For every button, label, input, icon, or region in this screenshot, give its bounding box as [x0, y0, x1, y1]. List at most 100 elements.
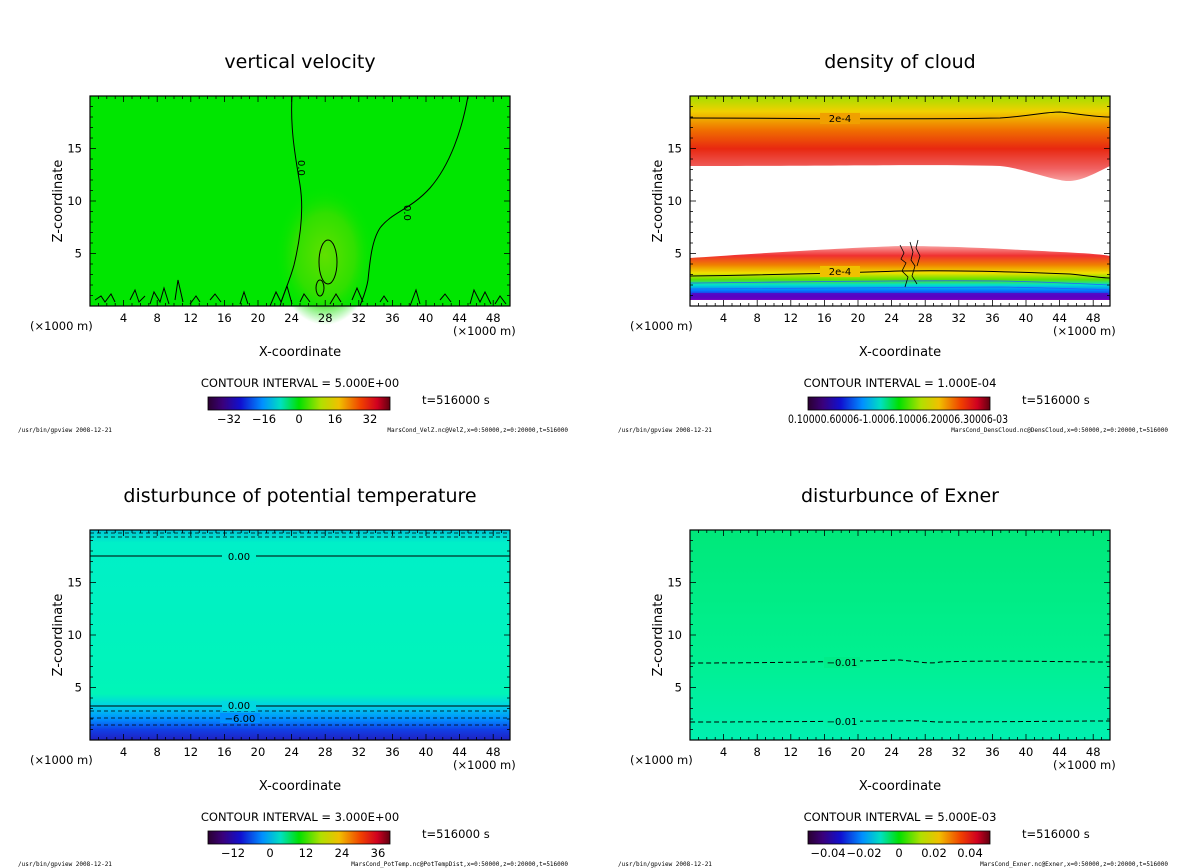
contour-interval: CONTOUR INTERVAL = 5.000E-03 — [804, 810, 997, 824]
y-axis-label: Z-coordinate — [651, 160, 666, 243]
x-unit-left: (×1000 m) — [630, 319, 693, 333]
x-tick-label: 16 — [817, 311, 832, 325]
colorbar-ticks: −0.04 −0.02 0 0.02 0.04 — [810, 846, 982, 860]
contour-label-bg — [824, 657, 860, 668]
field-background — [690, 530, 1110, 740]
colorbar-tick-label: 36 — [371, 846, 386, 860]
contour-label: 0.00 — [228, 552, 250, 563]
y-tick-label: 10 — [67, 628, 82, 642]
contour-dashed-upper — [689, 659, 1111, 664]
field-background — [90, 530, 510, 740]
contour-dashed-lower — [689, 720, 1111, 723]
y-tick-label: 15 — [667, 142, 682, 156]
contour-label-bg — [222, 701, 256, 711]
footer-left: /usr/bin/gpview 2008-12-21 — [18, 861, 112, 868]
x-axis-label: X-coordinate — [859, 345, 941, 360]
colorbar-ticks: −32 −16 0 16 32 — [217, 412, 377, 426]
time-label: t=516000 s — [422, 393, 490, 407]
contour-2e-4-lower — [689, 270, 1111, 279]
x-tick-label: 36 — [985, 745, 1000, 759]
x-tick-label: 24 — [884, 311, 899, 325]
x-tick-label: 12 — [783, 311, 798, 325]
contour-interval: CONTOUR INTERVAL = 1.000E-04 — [804, 376, 997, 390]
cloud-base-band — [692, 293, 1108, 299]
x-tick-label: 8 — [154, 311, 161, 325]
x-unit-left: (×1000 m) — [630, 753, 693, 767]
footer-left: /usr/bin/gpview 2008-12-21 — [618, 427, 712, 434]
x-tick-label: 8 — [754, 311, 761, 325]
contour-label: −0.01 — [827, 717, 858, 728]
time-label: t=516000 s — [1022, 827, 1090, 841]
footer-right: MarsCond_PotTemp.nc@PotTempDist,x=0:5000… — [351, 861, 568, 868]
x-unit-right: (×1000 m) — [1053, 758, 1116, 772]
y-axis-label: Z-coordinate — [51, 594, 66, 677]
x-tick-label: 44 — [452, 311, 467, 325]
colorbar-tick-label: 0.02 — [921, 846, 947, 860]
panel-potential-temperature: disturbunce of potential temperature 0.0… — [18, 485, 568, 868]
colorbar-tick-label: −0.02 — [846, 846, 881, 860]
y-tick-label: 10 — [67, 194, 82, 208]
contour-label-bg — [222, 551, 256, 562]
colorbar-tick-label: 0 — [295, 412, 302, 426]
plot-field: 0.0 0.0 — [89, 95, 511, 325]
x-tick-label: 44 — [452, 745, 467, 759]
plot-field: −0.01 −0.01 — [689, 529, 1111, 741]
x-unit-right: (×1000 m) — [453, 758, 516, 772]
x-tick-label: 32 — [351, 745, 366, 759]
panel-exner: disturbunce of Exner −0.01 −0.01 4 8 12 16 2… — [618, 485, 1168, 868]
contour-turbulence — [899, 239, 921, 288]
updraft-region — [275, 185, 375, 325]
x-tick-label: 36 — [385, 745, 400, 759]
colorbar — [207, 396, 391, 411]
y-tick-label: 10 — [667, 194, 682, 208]
y-tick-label: 15 — [67, 576, 82, 590]
contour-positive-core — [318, 239, 338, 285]
y-tick-label: 5 — [75, 681, 82, 695]
colorbar-tick-label: −0.04 — [810, 846, 845, 860]
contour-inner-lines — [689, 280, 1111, 291]
x-tick-label: 12 — [783, 745, 798, 759]
y-tick-label: 15 — [667, 576, 682, 590]
x-tick-label: 16 — [817, 745, 832, 759]
contour-small-loop — [315, 279, 325, 297]
footer-left: /usr/bin/gpview 2008-12-21 — [618, 861, 712, 868]
x-axis-label: X-coordinate — [259, 779, 341, 794]
footer-right: MarsCond_DensCloud.nc@DensCloud,x=0:5000… — [951, 427, 1168, 434]
colorbar-tick-label: 0 — [266, 846, 273, 860]
x-tick-label: 12 — [183, 311, 198, 325]
contour-interval: CONTOUR INTERVAL = 5.000E+00 — [201, 376, 399, 390]
panel-title: vertical velocity — [224, 51, 375, 73]
contour-zero-right — [359, 95, 469, 307]
x-tick-label: 36 — [385, 311, 400, 325]
colorbar-tick-labels: 0.10000.60006-1.0006.10006.20006.30006-0… — [788, 412, 1008, 426]
panel-title: disturbunce of potential temperature — [123, 485, 476, 507]
x-tick-label: 32 — [351, 311, 366, 325]
colorbar-tick-label: 0 — [895, 846, 902, 860]
contour-interval: CONTOUR INTERVAL = 3.000E+00 — [201, 810, 399, 824]
contour-label: −6.00 — [225, 714, 256, 725]
colorbar-tick-label: 24 — [335, 846, 350, 860]
x-axis-label: X-coordinate — [259, 345, 341, 360]
x-tick-label: 44 — [1052, 745, 1067, 759]
y-axis-label: Z-coordinate — [651, 594, 666, 677]
x-tick-label: 28 — [318, 311, 333, 325]
y-tick-label: 5 — [675, 681, 682, 695]
contour-surface-noise — [94, 279, 507, 307]
x-tick-label: 32 — [951, 745, 966, 759]
x-tick-label: 48 — [1086, 745, 1101, 759]
colorbar — [207, 830, 391, 845]
contour-label: 0.0 — [401, 205, 412, 221]
x-tick-label: 20 — [851, 745, 866, 759]
colorbar-tick-label: −16 — [252, 412, 276, 426]
x-tick-label: 40 — [1019, 745, 1034, 759]
x-tick-label: 4 — [720, 311, 727, 325]
x-unit-right: (×1000 m) — [1053, 324, 1116, 338]
x-tick-label: 32 — [951, 311, 966, 325]
panel-vertical-velocity: vertical velocity 0.0 0.0 4 8 12 16 20 24 28 32… — [18, 51, 568, 434]
footer-right: MarsCond_VelZ.nc@VelZ,x=0:50000,z=0:2000… — [387, 427, 568, 434]
x-axis-label: X-coordinate — [859, 779, 941, 794]
panel-density-of-cloud: density of cloud 2e-4 2e-4 4 8 12 16 20 24 28 3… — [618, 51, 1168, 434]
colorbar-tick-label: 0.04 — [957, 846, 983, 860]
